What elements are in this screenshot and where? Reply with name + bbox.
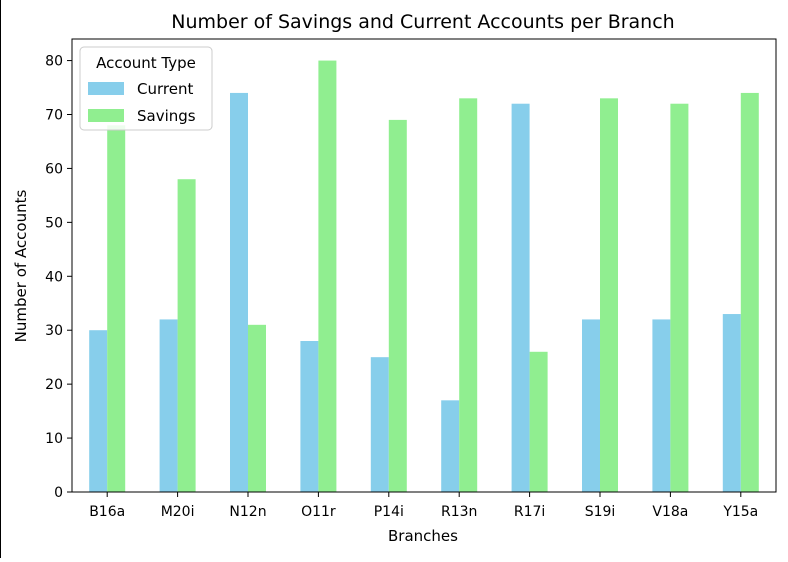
x-tick-label: M20i (161, 504, 195, 520)
y-tick-label: 10 (45, 431, 63, 447)
bar-current-y15a (722, 314, 741, 492)
y-tick-label: 20 (45, 377, 63, 393)
x-tick-label: P14i (374, 504, 404, 520)
legend-label-current: Current (137, 80, 193, 98)
bar-savings-b16a (107, 125, 126, 493)
axes-layer: 0 10 20 30 40 50 60 70 80 B16a M20i N12n O11r P14i R13… (45, 38, 777, 520)
bar-current-s19i (582, 319, 600, 492)
bar-savings-o11r (318, 60, 337, 492)
bar-savings-n12n (248, 324, 266, 492)
x-tick-label: Y15a (722, 504, 758, 520)
bars-layer (89, 60, 759, 493)
bar-savings-r17i (529, 351, 548, 492)
y-tick-label: 70 (45, 108, 63, 124)
y-tick-label: 50 (45, 215, 63, 231)
bar-current-m20i (159, 319, 178, 492)
legend: Account Type Current Savings (79, 46, 213, 131)
legend-swatch-savings (88, 109, 124, 122)
y-tick-label: 60 (45, 161, 63, 177)
bar-current-o11r (300, 341, 319, 492)
bar-current-n12n (230, 92, 248, 492)
x-tick-label: O11r (301, 504, 336, 520)
x-tick-label: B16a (89, 504, 125, 520)
bar-current-v18a (652, 319, 671, 492)
bar-savings-m20i (177, 179, 196, 492)
bar-current-r13n (441, 400, 460, 492)
bar-savings-s19i (600, 98, 618, 493)
bar-savings-r13n (459, 98, 478, 493)
y-axis-label: Number of Accounts (12, 190, 30, 343)
plot-frame (71, 38, 777, 493)
legend-label-savings: Savings (137, 107, 196, 125)
bar-current-r17i (511, 103, 530, 492)
bar-savings-p14i (388, 119, 407, 493)
legend-title: Account Type (96, 54, 196, 72)
bar-current-b16a (89, 330, 108, 492)
y-tick-label: 80 (45, 54, 63, 70)
x-tick-label: N12n (229, 504, 266, 520)
chart-title: Number of Savings and Current Accounts p… (171, 11, 674, 33)
bar-current-p14i (370, 357, 389, 492)
legend-swatch-current (88, 82, 124, 95)
x-tick-label: V18a (652, 504, 688, 520)
y-tick-label: 40 (45, 269, 63, 285)
x-tick-label: R17i (514, 504, 545, 520)
bar-savings-v18a (670, 103, 689, 492)
x-tick-label: S19i (585, 504, 616, 520)
y-tick-label: 30 (45, 323, 63, 339)
x-tick-label: R13n (441, 504, 477, 520)
y-tick-label: 0 (54, 485, 63, 501)
bar-savings-y15a (740, 92, 759, 492)
x-axis-label: Branches (388, 527, 458, 545)
